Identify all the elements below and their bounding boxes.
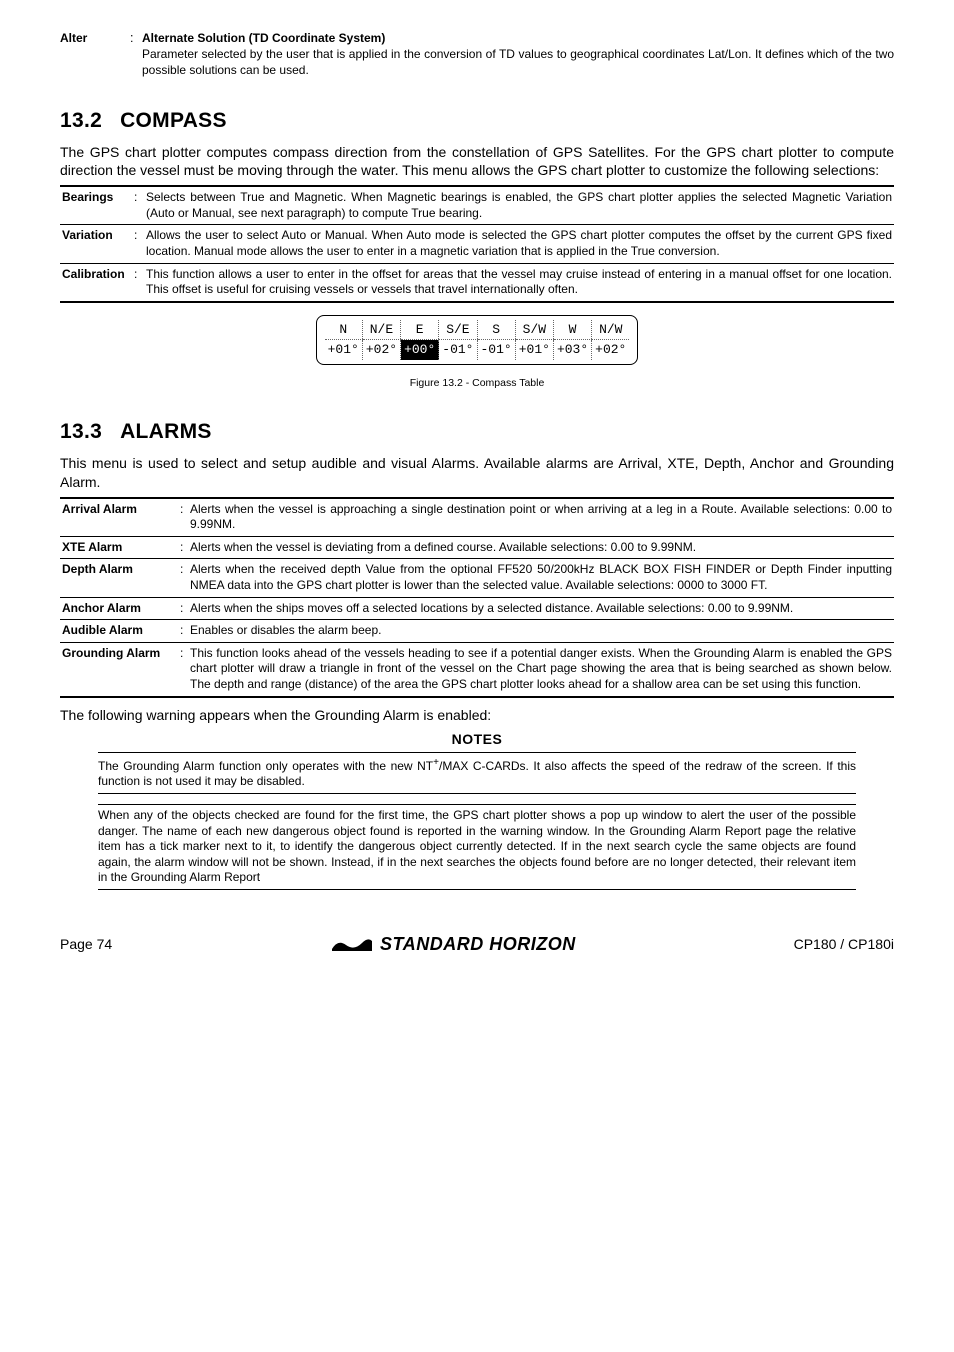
body: Allows the user to select Auto or Manual…: [144, 225, 894, 263]
term: XTE Alarm: [60, 536, 178, 559]
compass-value-cell: -01°: [477, 340, 515, 360]
colon: :: [132, 225, 144, 263]
compass-header-cell: S/W: [515, 320, 553, 340]
colon: :: [132, 263, 144, 302]
alter-term: Alter: [60, 30, 130, 79]
compass-header-cell: S/E: [439, 320, 477, 340]
compass-header-cell: S: [477, 320, 515, 340]
section-133-num: 13.3: [60, 420, 102, 443]
table-row: XTE Alarm : Alerts when the vessel is de…: [60, 536, 894, 559]
colon: :: [130, 30, 142, 79]
model-number: CP180 / CP180i: [794, 935, 894, 954]
compass-header-cell: N/E: [362, 320, 400, 340]
colon: :: [132, 186, 144, 225]
compass-header-cell: N/W: [592, 320, 630, 340]
compass-settings-table: Bearings : Selects between True and Magn…: [60, 185, 894, 303]
colon: :: [178, 620, 188, 643]
section-132-intro: The GPS chart plotter computes compass d…: [60, 143, 894, 179]
body: This function looks ahead of the vessels…: [188, 642, 894, 696]
compass-table: NN/EES/ESS/WWN/W+01°+02°+00°-01°-01°+01°…: [325, 320, 630, 360]
table-row: Arrival Alarm : Alerts when the vessel i…: [60, 498, 894, 537]
wave-icon: [330, 935, 374, 953]
term: Arrival Alarm: [60, 498, 178, 537]
body: This function allows a user to enter in …: [144, 263, 894, 302]
brand-logo: STANDARD HORIZON: [330, 932, 576, 956]
section-132-heading: 13.2 COMPASS: [60, 107, 894, 135]
page-number: Page 74: [60, 935, 112, 954]
note-1: The Grounding Alarm function only operat…: [98, 752, 856, 794]
alter-body: Alternate Solution (TD Coordinate System…: [142, 30, 894, 79]
compass-table-box: NN/EES/ESS/WWN/W+01°+02°+00°-01°-01°+01°…: [316, 315, 639, 365]
section-132-num: 13.2: [60, 109, 102, 132]
compass-value-cell: +00°: [401, 340, 439, 360]
compass-value-cell: -01°: [439, 340, 477, 360]
body: Alerts when the ships moves off a select…: [188, 597, 894, 620]
term: Grounding Alarm: [60, 642, 178, 696]
alarms-table: Arrival Alarm : Alerts when the vessel i…: [60, 497, 894, 698]
body: Alerts when the vessel is deviating from…: [188, 536, 894, 559]
table-row: Depth Alarm : Alerts when the received d…: [60, 559, 894, 597]
compass-figure: NN/EES/ESS/WWN/W+01°+02°+00°-01°-01°+01°…: [60, 315, 894, 390]
compass-header-cell: N: [325, 320, 363, 340]
compass-value-cell: +02°: [592, 340, 630, 360]
colon: :: [178, 559, 188, 597]
brand-text: STANDARD HORIZON: [380, 932, 576, 956]
compass-value-cell: +03°: [553, 340, 591, 360]
section-132-title: COMPASS: [120, 109, 227, 132]
term: Variation: [60, 225, 132, 263]
note1-pre: The Grounding Alarm function only operat…: [98, 759, 433, 773]
compass-value-cell: +01°: [515, 340, 553, 360]
term: Bearings: [60, 186, 132, 225]
compass-value-cell: +01°: [325, 340, 363, 360]
compass-value-cell: +02°: [362, 340, 400, 360]
note-2: When any of the objects checked are foun…: [98, 804, 856, 890]
body: Alerts when the received depth Value fro…: [188, 559, 894, 597]
term: Calibration: [60, 263, 132, 302]
compass-header-cell: W: [553, 320, 591, 340]
colon: :: [178, 536, 188, 559]
section-133-heading: 13.3 ALARMS: [60, 418, 894, 446]
term: Anchor Alarm: [60, 597, 178, 620]
body: Enables or disables the alarm beep.: [188, 620, 894, 643]
colon: :: [178, 498, 188, 537]
grounding-warning-line: The following warning appears when the G…: [60, 706, 894, 724]
colon: :: [178, 597, 188, 620]
notes-heading: NOTES: [60, 730, 894, 749]
alter-definition: Alter : Alternate Solution (TD Coordinat…: [60, 30, 894, 79]
table-row: Bearings : Selects between True and Magn…: [60, 186, 894, 225]
body: Alerts when the vessel is approaching a …: [188, 498, 894, 537]
colon: :: [178, 642, 188, 696]
compass-caption: Figure 13.2 - Compass Table: [60, 376, 894, 390]
alter-title: Alternate Solution (TD Coordinate System…: [142, 31, 385, 45]
section-133-title: ALARMS: [120, 420, 212, 443]
alter-text: Parameter selected by the user that is a…: [142, 47, 894, 77]
section-133-intro: This menu is used to select and setup au…: [60, 454, 894, 490]
table-row: Calibration : This function allows a use…: [60, 263, 894, 302]
term: Depth Alarm: [60, 559, 178, 597]
table-row: Anchor Alarm : Alerts when the ships mov…: [60, 597, 894, 620]
body: Selects between True and Magnetic. When …: [144, 186, 894, 225]
term: Audible Alarm: [60, 620, 178, 643]
compass-header-cell: E: [401, 320, 439, 340]
table-row: Audible Alarm : Enables or disables the …: [60, 620, 894, 643]
table-row: Grounding Alarm : This function looks ah…: [60, 642, 894, 696]
page-footer: Page 74 STANDARD HORIZON CP180 / CP180i: [60, 932, 894, 956]
table-row: Variation : Allows the user to select Au…: [60, 225, 894, 263]
